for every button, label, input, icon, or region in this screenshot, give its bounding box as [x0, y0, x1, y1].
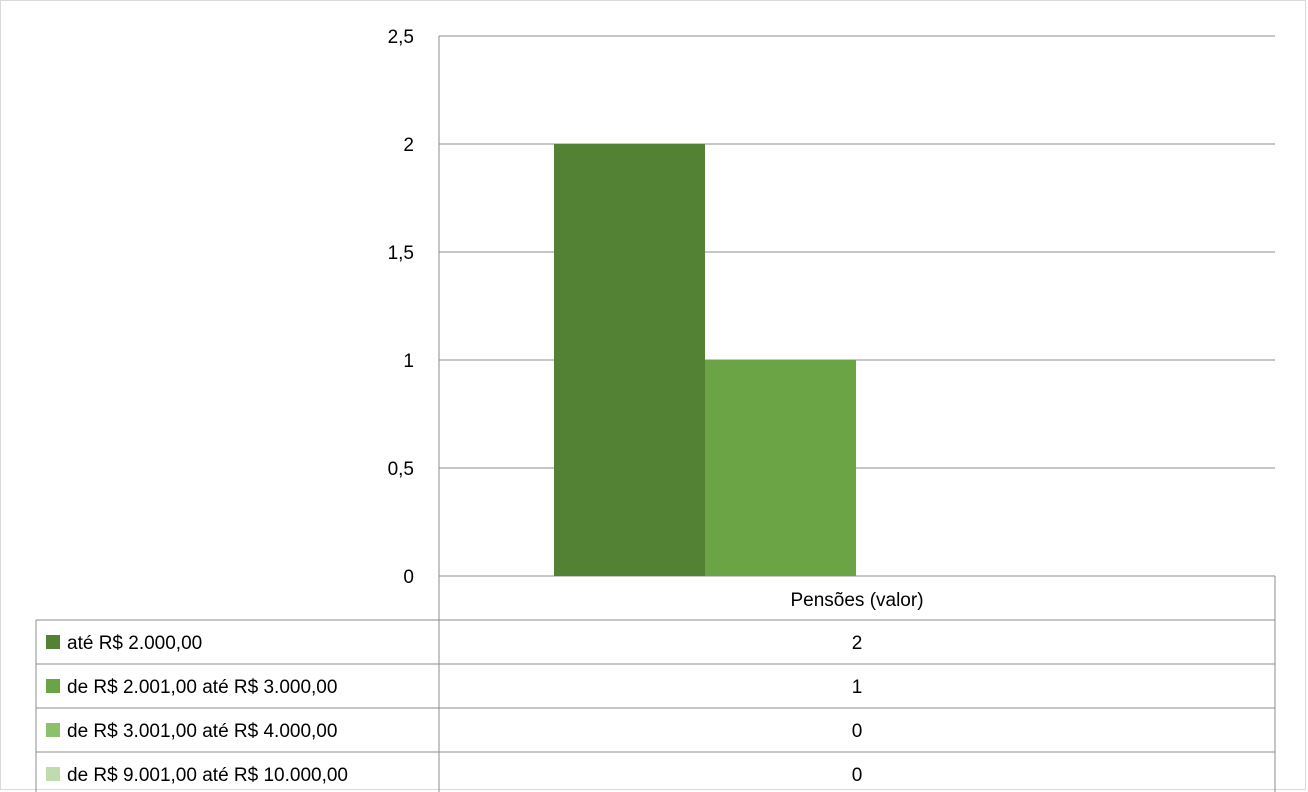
legend-swatch [46, 679, 60, 693]
y-tick-label: 2 [403, 135, 414, 156]
bar [554, 144, 705, 576]
legend-label: de R$ 3.001,00 até R$ 4.000,00 [67, 721, 337, 742]
y-tick-label: 0,5 [388, 459, 414, 480]
legend-label: de R$ 9.001,00 até R$ 10.000,00 [67, 765, 348, 786]
y-tick-label: 1,5 [388, 243, 414, 264]
data-table-value: 0 [852, 721, 863, 742]
bar [705, 360, 856, 576]
data-table-value: 0 [852, 765, 863, 786]
table-header-category: Pensões (valor) [790, 590, 923, 611]
data-table-value: 2 [852, 633, 863, 654]
legend-swatch [46, 635, 60, 649]
data-table-value: 1 [852, 677, 863, 698]
y-tick-label: 0 [403, 567, 414, 588]
y-tick-label: 1 [403, 351, 414, 372]
y-tick-label: 2,5 [388, 27, 414, 48]
legend-label: de R$ 2.001,00 até R$ 3.000,00 [67, 677, 337, 698]
legend-swatch [46, 767, 60, 781]
legend-swatch [46, 723, 60, 737]
legend-label: até R$ 2.000,00 [67, 633, 202, 654]
